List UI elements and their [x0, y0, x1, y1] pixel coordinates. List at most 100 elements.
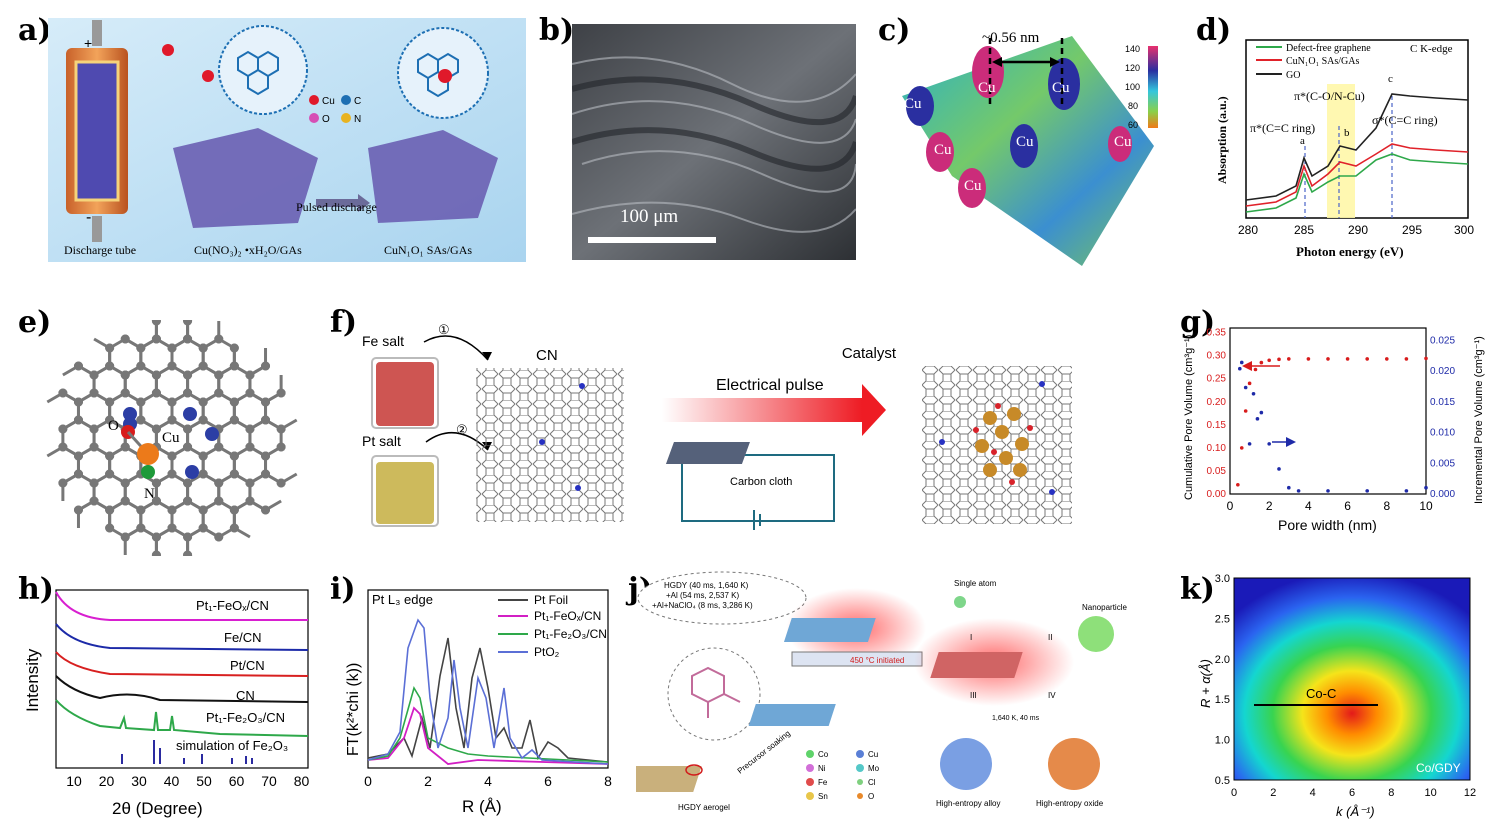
h-xtick: 20 — [99, 773, 115, 789]
h-trace-cn: CN — [236, 688, 255, 703]
g-xtick: 4 — [1305, 499, 1312, 513]
g-incremental-point — [1255, 417, 1260, 421]
panel-j-hgdy-scheme: HGDY (40 ms, 1,640 K) +Al (54 ms, 2,537 … — [636, 571, 1127, 812]
k-ytick: 1.5 — [1215, 694, 1230, 706]
g-incremental-point — [1267, 442, 1271, 446]
g-xtick: 10 — [1419, 499, 1433, 513]
g-incremental-point — [1287, 485, 1291, 490]
cu-site-4: Cu — [934, 142, 952, 158]
cu-atom — [137, 443, 159, 465]
cn-lattice — [476, 368, 624, 522]
g-incremental-point — [1238, 366, 1242, 371]
g-cumulative-point — [1404, 357, 1409, 361]
fe-salt-label: Fe salt — [362, 333, 404, 349]
colorbar-tick-80: 80 — [1128, 101, 1138, 111]
k-ytick: 3.0 — [1215, 573, 1230, 585]
g-cumulative-point — [1236, 482, 1240, 487]
k-ytick: 0.5 — [1215, 775, 1230, 787]
h-trace-simulation: simulation of Fe₂O₃ — [176, 738, 288, 753]
initiated-label: 450 °C initiated — [850, 656, 904, 665]
k-ytick: 1.0 — [1215, 735, 1230, 747]
g-cumulative-point — [1259, 360, 1264, 365]
h-xlabel: 2θ (Degree) — [112, 799, 203, 818]
g-cumulative-point — [1326, 357, 1330, 361]
cu-site-5: Cu — [1016, 134, 1034, 150]
g-incremental-point — [1259, 410, 1264, 415]
bubble-line-2: +Al (54 ms, 2,537 K) — [666, 591, 739, 600]
k-xtick: 2 — [1270, 787, 1276, 799]
panel-c-stm-surface: ~0.56 nm Cu Cu Cu Cu Cu Cu Cu 140 120 10… — [902, 30, 1158, 266]
g-cumulative-point — [1253, 367, 1258, 372]
g-ytick-left: 0.20 — [1207, 397, 1227, 408]
g-cumulative-point — [1243, 409, 1248, 413]
h-trace-pt1-fe2o3: Pt₁-Fe₂O₃/CN — [206, 710, 285, 725]
panel-g-pore-chart: 0.00 0.05 0.10 0.15 0.20 0.25 0.30 0.35 0.000 0.… — [1183, 327, 1485, 533]
n-legend-label: N — [354, 114, 361, 125]
k-xtick: 10 — [1425, 787, 1437, 799]
i-xtick: 2 — [424, 773, 432, 789]
h-xtick: 70 — [261, 773, 277, 789]
g-ytick-right: 0.015 — [1430, 397, 1455, 408]
k-ytick: 2.0 — [1215, 654, 1230, 666]
panel-h-xrd-chart: Pt₁-FeOₓ/CN Fe/CN Pt/CN CN Pt₁-Fe₂O₃/CN … — [23, 589, 309, 818]
peak-b: b — [1344, 127, 1350, 139]
panel-e-atomic-model: O Cu N — [46, 320, 298, 556]
d-xtick-280: 280 — [1238, 223, 1258, 237]
single-atom-label: Single atom — [954, 579, 997, 588]
g-incremental-point — [1251, 391, 1256, 396]
scale-bar — [588, 237, 716, 243]
h-trace-fe-cn: Fe/CN — [224, 630, 262, 645]
g-xtick: 2 — [1266, 499, 1273, 513]
peak-c: c — [1388, 73, 1393, 85]
hea-label: High-entropy alloy — [936, 799, 1000, 808]
g-ytick-right: 0.000 — [1430, 489, 1455, 500]
g-incremental-point — [1243, 385, 1248, 390]
hea-sphere — [940, 738, 992, 790]
distance-label: ~0.56 nm — [982, 30, 1040, 46]
g-cumulative-point — [1247, 381, 1252, 386]
h-trace-pt1-feox: Pt₁-FeOₓ/CN — [196, 598, 269, 613]
plus-sign: + — [84, 35, 92, 51]
panel-label-h: h) — [18, 572, 55, 607]
step-2: ② — [456, 422, 468, 437]
k-xlabel: k (Å⁻¹) — [1336, 804, 1375, 819]
k-xtick: 6 — [1349, 787, 1355, 799]
i-xtick: 6 — [544, 773, 552, 789]
catalyst-lattice — [922, 366, 1072, 524]
heo-sphere — [1048, 738, 1100, 790]
panel-label-i: i) — [330, 572, 356, 607]
n-label: N — [144, 486, 155, 502]
j-legend-cu: Cu — [868, 750, 878, 759]
g-cumulative-point — [1239, 446, 1244, 450]
cn-label: CN — [536, 347, 558, 364]
i-legend-pt-foil: Pt Foil — [534, 593, 568, 607]
g-incremental-point — [1365, 489, 1369, 493]
panel-i-exafs-chart: Pt L₃ edge Pt Foil Pt₁-FeOₓ/CN Pt₁-Fe₂O₃… — [345, 589, 612, 816]
colorbar-tick-100: 100 — [1125, 82, 1140, 92]
colorbar-tick-60: 60 — [1128, 120, 1138, 130]
colorbar — [1148, 46, 1158, 128]
nanoparticle-label: Nanoparticle — [1082, 603, 1127, 612]
panel-f-synthesis-scheme: Fe salt ① Pt salt ② CN Electrical pulse … — [362, 322, 897, 530]
g-incremental-point — [1404, 489, 1409, 493]
g-ytick-left: 0.15 — [1207, 420, 1227, 431]
g-incremental-point — [1277, 467, 1281, 471]
route-1: I — [970, 633, 972, 642]
cu-label: Cu — [162, 430, 180, 446]
n-atom — [141, 465, 155, 479]
g-ytick-right: 0.010 — [1430, 428, 1455, 439]
route-3: III — [970, 691, 977, 700]
cu-site-1: Cu — [904, 96, 922, 112]
panel-label-a: a) — [18, 13, 52, 48]
panel-a-schematic: + - Cu C O N Pulsed discharge Discharge … — [48, 18, 526, 262]
o-legend-label: O — [322, 114, 330, 125]
panel-k-wavelet-map: Co-C Co/GDY 0 2 4 6 8 10 12 0.5 1.0 1.5 2.0 2.5 3.0… — [1198, 573, 1476, 819]
h-xtick: 40 — [164, 773, 180, 789]
i-legend-pt1-feox: Pt₁-FeOₓ/CN — [534, 609, 601, 623]
g-ylabel-right: Incremental Pore Volume (cm³g⁻¹) — [1473, 336, 1485, 504]
legend-defect-free-graphene: Defect-free graphene — [1286, 43, 1371, 54]
g-cumulative-point — [1385, 357, 1389, 361]
g-cumulative-point — [1277, 357, 1281, 362]
h-xtick: 60 — [229, 773, 245, 789]
g-cumulative-point — [1365, 357, 1369, 361]
